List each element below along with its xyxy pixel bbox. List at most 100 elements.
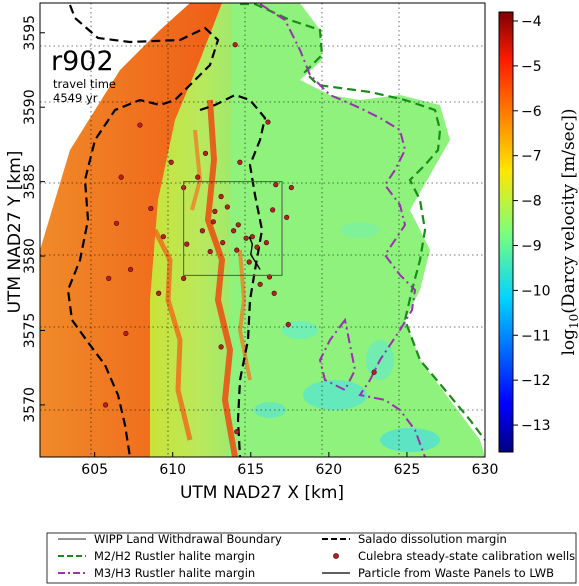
colorbar-tick-label: −6 (521, 104, 542, 120)
colorbar-tick-label: −11 (521, 328, 551, 344)
wipp-land-withdrawal-boundary (183, 181, 283, 276)
legend-label: Particle from Waste Panels to LWB (358, 566, 554, 580)
well-marker (199, 228, 205, 234)
legend-swatch (333, 553, 339, 559)
well-marker (218, 193, 224, 200)
legend-item: WIPP Land Withdrawal Boundary (58, 532, 282, 546)
legend-item: Salado dissolution margin (322, 532, 507, 546)
well-marker (207, 248, 213, 255)
plot-frame (39, 2, 486, 458)
well-marker (137, 122, 143, 128)
y-axis-ticks: 3570 3575 3580 3585 3590 3595 (22, 15, 45, 423)
colorbar (498, 11, 514, 453)
well-marker (273, 182, 279, 188)
x-axis-ticks: 605 610 615 620 625 630 (81, 452, 498, 478)
well-marker (249, 234, 255, 240)
x-tick-label: 610 (159, 462, 186, 478)
x-tick-label: 605 (81, 462, 108, 478)
x-tick-label: 630 (472, 462, 499, 478)
well-marker (231, 228, 237, 234)
well-marker (184, 241, 190, 247)
well-marker (127, 266, 134, 273)
well-marker (160, 234, 166, 240)
well-marker (235, 222, 241, 228)
colorbar-tick-label: −10 (521, 283, 551, 299)
well-marker (288, 184, 294, 191)
well-marker (106, 275, 112, 281)
well-marker (271, 290, 277, 296)
y-tick-label: 3575 (22, 313, 38, 349)
legend-item: M3/H3 Rustler halite margin (58, 566, 255, 580)
well-marker (371, 369, 377, 375)
well-marker (243, 235, 249, 241)
particle-track (248, 236, 261, 270)
well-marker (237, 159, 243, 165)
well-marker (254, 244, 260, 250)
legend-box (46, 532, 577, 584)
calibration-wells (102, 42, 377, 435)
colorbar-tick-label: −8 (521, 194, 542, 210)
well-marker (257, 281, 263, 287)
y-tick-label: 3595 (22, 15, 38, 51)
legend-label: WIPP Land Withdrawal Boundary (94, 532, 282, 546)
run-label: r902 (51, 46, 114, 77)
well-marker (284, 214, 290, 220)
y-tick-label: 3570 (22, 387, 38, 423)
salado-dissolution-margin-east (199, 93, 267, 457)
legend-label: Culebra steady-state calibration wells (358, 549, 575, 563)
well-marker (270, 207, 276, 213)
m2h2-rustler-halite-margin (240, 3, 485, 441)
colorbar-tick-label: −9 (521, 238, 542, 254)
colorbar-tick-label: −4 (521, 14, 542, 30)
well-marker (113, 220, 120, 226)
legend-label: M2/H2 Rustler halite margin (94, 549, 255, 563)
m3h3-rustler-halite-margin (259, 3, 426, 457)
colorbar-tick-label: −5 (521, 59, 542, 75)
well-marker (102, 402, 109, 408)
well-marker (123, 330, 129, 337)
well-marker (265, 119, 271, 125)
well-marker (234, 429, 240, 435)
well-marker (118, 174, 124, 180)
y-tick-label: 3585 (22, 164, 38, 200)
x-tick-label: 620 (315, 462, 342, 478)
y-tick-label: 3580 (22, 238, 38, 274)
y-axis-label: UTM NAD27 Y [km] (5, 151, 25, 314)
y-tick-label: 3590 (22, 89, 38, 125)
x-tick-label: 615 (237, 462, 264, 478)
well-marker (220, 240, 226, 246)
grid (40, 3, 485, 457)
legend-item: M2/H2 Rustler halite margin (58, 549, 255, 563)
legend-label: Salado dissolution margin (358, 532, 507, 546)
legend-label: M3/H3 Rustler halite margin (94, 566, 255, 580)
well-marker (212, 208, 218, 214)
well-marker (168, 159, 174, 165)
legend-item: Culebra steady-state calibration wells (333, 549, 575, 563)
well-marker (234, 247, 240, 253)
well-marker (246, 259, 252, 265)
colorbar-label: log10(Darcy velocity [m/sec]) (559, 108, 579, 355)
well-marker (202, 150, 209, 156)
well-marker (218, 344, 224, 350)
travel-time-value: 4549 yr (53, 91, 98, 105)
x-tick-label: 625 (394, 462, 421, 478)
well-marker (232, 42, 238, 48)
colorbar-tick-label: −12 (521, 373, 551, 389)
legend-item: Particle from Waste Panels to LWB (322, 566, 554, 580)
colorbar-ticks: −4 −5 −6 −7 −8 −9 −10 −11 −12 −13 (513, 14, 551, 434)
salado-dissolution-margin (66, 4, 220, 457)
x-axis-label: UTM NAD27 X [km] (180, 483, 344, 503)
travel-time-label: travel time (53, 77, 116, 91)
well-marker (156, 290, 162, 296)
well-marker (181, 275, 187, 281)
colorbar-tick-label: −7 (521, 149, 542, 165)
legend: WIPP Land Withdrawal Boundary Salado diss… (58, 532, 575, 580)
well-marker (210, 219, 216, 225)
well-marker (195, 174, 201, 180)
well-marker (148, 205, 154, 212)
well-marker (224, 204, 230, 210)
colorbar-tick-label: −13 (521, 418, 551, 434)
m3h3-inner-loop (318, 317, 357, 392)
well-marker (285, 321, 291, 328)
